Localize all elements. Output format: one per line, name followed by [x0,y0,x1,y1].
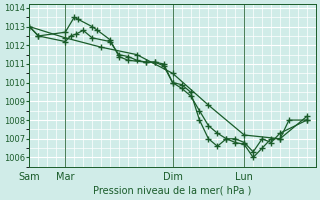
X-axis label: Pression niveau de la mer( hPa ): Pression niveau de la mer( hPa ) [93,186,252,196]
